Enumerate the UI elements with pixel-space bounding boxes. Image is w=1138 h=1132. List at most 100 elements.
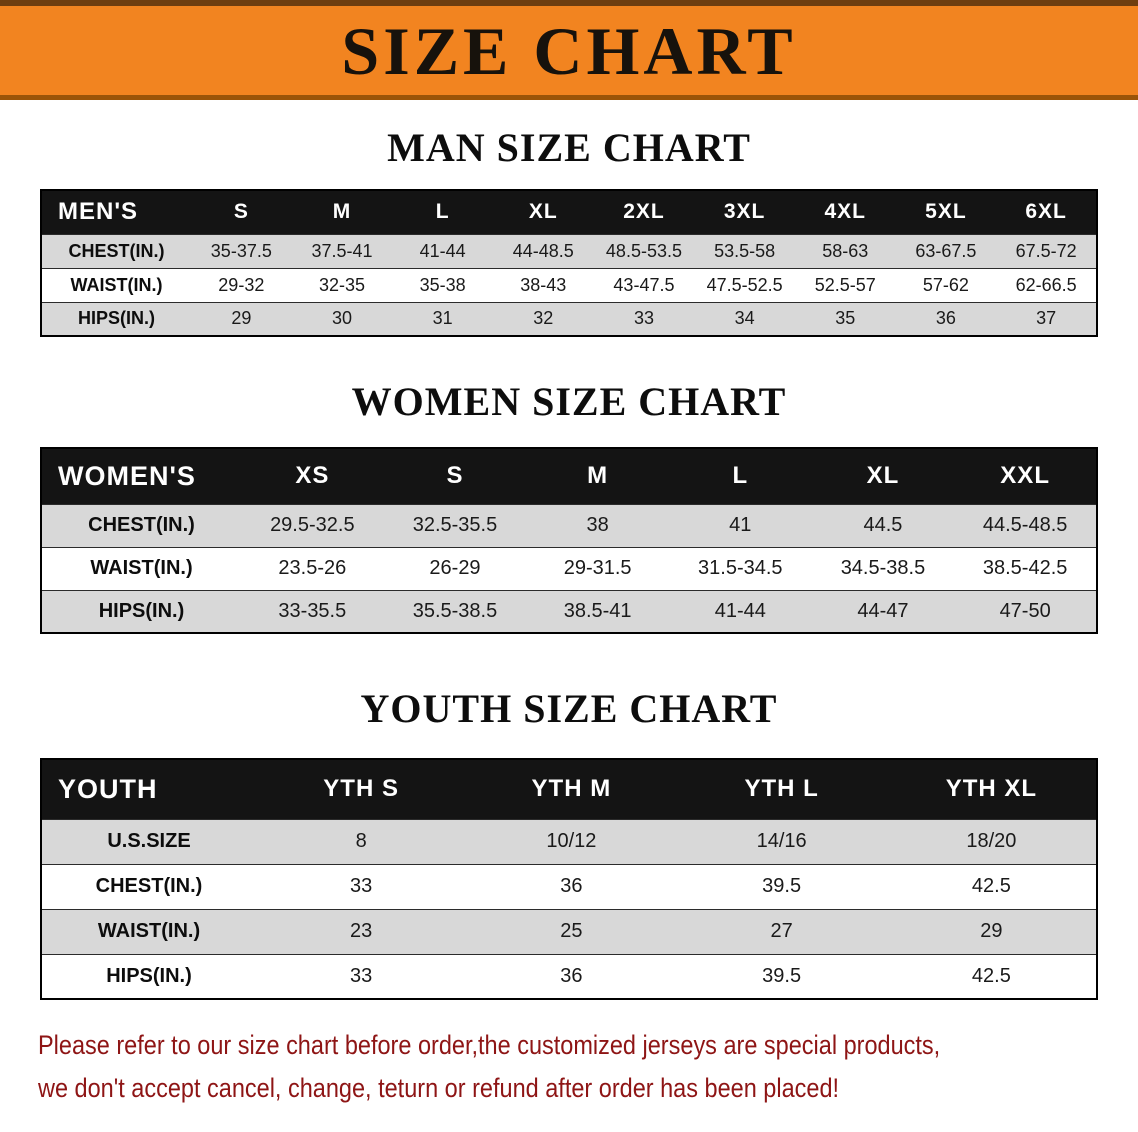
size-column-header: 4XL xyxy=(824,200,867,224)
size-column-header: XXL xyxy=(1000,462,1050,490)
table-header-row: WOMEN'S XS S M L XL XXL xyxy=(41,448,1097,504)
row-label: CHEST(IN.) xyxy=(95,875,203,897)
size-column-header: L xyxy=(732,462,749,490)
value-cell: 29-31.5 xyxy=(563,557,632,579)
value-cell: 39.5 xyxy=(762,964,802,987)
men-size-table: MEN'S S M L XL 2XL 3XL 4XL 5XL 6XL CHEST(IN.) 35-37… xyxy=(40,189,1098,337)
table-title-cell: YOUTH xyxy=(58,773,158,804)
value-cell: 33 xyxy=(633,308,654,329)
value-cell: 63-67.5 xyxy=(915,240,977,261)
value-cell: 44-47 xyxy=(857,599,909,622)
value-cell: 10/12 xyxy=(546,830,597,852)
value-cell: 37 xyxy=(1036,308,1057,329)
row-label: WAIST(IN.) xyxy=(70,274,163,295)
value-cell: 38 xyxy=(586,514,609,536)
youth-size-chart-title: YOUTH SIZE CHART xyxy=(360,686,778,731)
value-cell: 39.5 xyxy=(762,875,802,897)
footer-note: Please refer to our size chart before or… xyxy=(38,1028,1138,1106)
value-cell: 44-48.5 xyxy=(512,240,574,261)
value-cell: 31 xyxy=(432,308,453,329)
size-column-header: XL xyxy=(866,462,900,490)
table-row: CHEST(IN.) 35-37.5 37.5-41 41-44 44-48.5 48.5… xyxy=(41,234,1097,268)
banner: SIZE CHART xyxy=(0,0,1138,100)
value-cell: 29.5-32.5 xyxy=(270,514,355,536)
value-cell: 48.5-53.5 xyxy=(605,240,682,261)
size-column-header: M xyxy=(332,200,352,224)
value-cell: 34 xyxy=(734,308,755,329)
table-row: HIPS(IN.) 33-35.5 35.5-38.5 38.5-41 41-44 44-… xyxy=(41,590,1097,633)
value-cell: 36 xyxy=(560,964,583,987)
page-title: SIZE CHART xyxy=(341,12,797,89)
man-size-chart-title: MAN SIZE CHART xyxy=(387,125,751,170)
value-cell: 53.5-58 xyxy=(714,240,776,261)
size-column-header: 6XL xyxy=(1025,200,1067,224)
value-cell: 36 xyxy=(935,308,956,329)
youth-size-table: YOUTH YTH S YTH M YTH L YTH XL U.S.SIZE 8 10/12… xyxy=(40,758,1098,1000)
value-cell: 31.5-34.5 xyxy=(698,557,783,579)
table-row: CHEST(IN.) 33 36 39.5 42.5 xyxy=(41,864,1097,909)
value-cell: 62-66.5 xyxy=(1015,274,1077,295)
value-cell: 33 xyxy=(350,964,373,987)
value-cell: 35-38 xyxy=(419,274,466,295)
row-label: WAIST(IN.) xyxy=(97,920,201,942)
value-cell: 41-44 xyxy=(419,240,466,261)
value-cell: 23.5-26 xyxy=(278,557,347,579)
value-cell: 44.5 xyxy=(863,514,903,536)
value-cell: 58-63 xyxy=(822,240,869,261)
table-row: U.S.SIZE 8 10/12 14/16 18/20 xyxy=(41,819,1097,864)
value-cell: 38-43 xyxy=(520,274,567,295)
row-label: WAIST(IN.) xyxy=(90,557,193,579)
value-cell: 33 xyxy=(350,875,373,897)
value-cell: 29 xyxy=(231,308,252,329)
size-column-header: XS xyxy=(295,462,330,490)
value-cell: 37.5-41 xyxy=(311,240,373,261)
table-header-row: MEN'S S M L XL 2XL 3XL 4XL 5XL 6XL xyxy=(41,190,1097,234)
value-cell: 18/20 xyxy=(966,830,1017,852)
table-row: WAIST(IN.) 29-32 32-35 35-38 38-43 43-47.5 47.… xyxy=(41,268,1097,302)
value-cell: 35-37.5 xyxy=(210,240,272,261)
table-row: CHEST(IN.) 29.5-32.5 32.5-35.5 38 41 44.5 44.5… xyxy=(41,504,1097,547)
value-cell: 67.5-72 xyxy=(1015,240,1077,261)
value-cell: 36 xyxy=(560,875,583,897)
value-cell: 29 xyxy=(980,920,1003,942)
table-row: WAIST(IN.) 23.5-26 26-29 29-31.5 31.5-34.5 34… xyxy=(41,547,1097,590)
value-cell: 26-29 xyxy=(429,557,481,579)
value-cell: 33-35.5 xyxy=(278,599,347,622)
value-cell: 23 xyxy=(350,920,373,942)
size-column-header: YTH S xyxy=(323,775,399,803)
value-cell: 32-35 xyxy=(318,274,365,295)
value-cell: 42.5 xyxy=(971,875,1011,897)
row-label: U.S.SIZE xyxy=(107,830,191,852)
value-cell: 29-32 xyxy=(218,274,265,295)
size-column-header: 3XL xyxy=(723,200,766,224)
man-size-chart-section: MAN SIZE CHART MEN'S S M L XL 2XL 3XL 4XL 5XL 6XL… xyxy=(0,125,1138,337)
value-cell: 43-47.5 xyxy=(613,274,675,295)
value-cell: 32 xyxy=(533,308,554,329)
value-cell: 35.5-38.5 xyxy=(412,599,498,622)
row-label: HIPS(IN.) xyxy=(106,964,192,987)
row-label: CHEST(IN.) xyxy=(68,240,165,261)
size-column-header: YTH L xyxy=(744,775,819,803)
content: MAN SIZE CHART MEN'S S M L XL 2XL 3XL 4XL 5XL 6XL… xyxy=(0,125,1138,1000)
footer-note-line-1: Please refer to our size chart before or… xyxy=(38,1030,941,1060)
row-label: HIPS(IN.) xyxy=(77,308,155,329)
size-column-header: YTH XL xyxy=(945,775,1038,803)
size-column-header: S xyxy=(446,462,464,490)
row-label: HIPS(IN.) xyxy=(98,599,185,622)
value-cell: 34.5-38.5 xyxy=(840,557,926,579)
size-column-header: 5XL xyxy=(925,200,967,224)
women-size-chart-title: WOMEN SIZE CHART xyxy=(351,379,787,424)
value-cell: 57-62 xyxy=(922,274,969,295)
size-column-header: 2XL xyxy=(623,200,665,224)
youth-size-chart-section: YOUTH SIZE CHART YOUTH YTH S YTH M YTH L YTH… xyxy=(0,686,1138,1000)
value-cell: 47-50 xyxy=(999,599,1051,622)
value-cell: 14/16 xyxy=(756,830,807,852)
value-cell: 32.5-35.5 xyxy=(412,514,498,536)
table-header-row: YOUTH YTH S YTH M YTH L YTH XL xyxy=(41,759,1097,819)
table-row: HIPS(IN.) 33 36 39.5 42.5 xyxy=(41,954,1097,999)
value-cell: 52.5-57 xyxy=(814,274,876,295)
value-cell: 25 xyxy=(560,920,583,942)
value-cell: 27 xyxy=(770,920,793,942)
women-size-table: WOMEN'S XS S M L XL XXL CHEST(IN.) 29.5-32.5 32.5… xyxy=(40,447,1098,634)
